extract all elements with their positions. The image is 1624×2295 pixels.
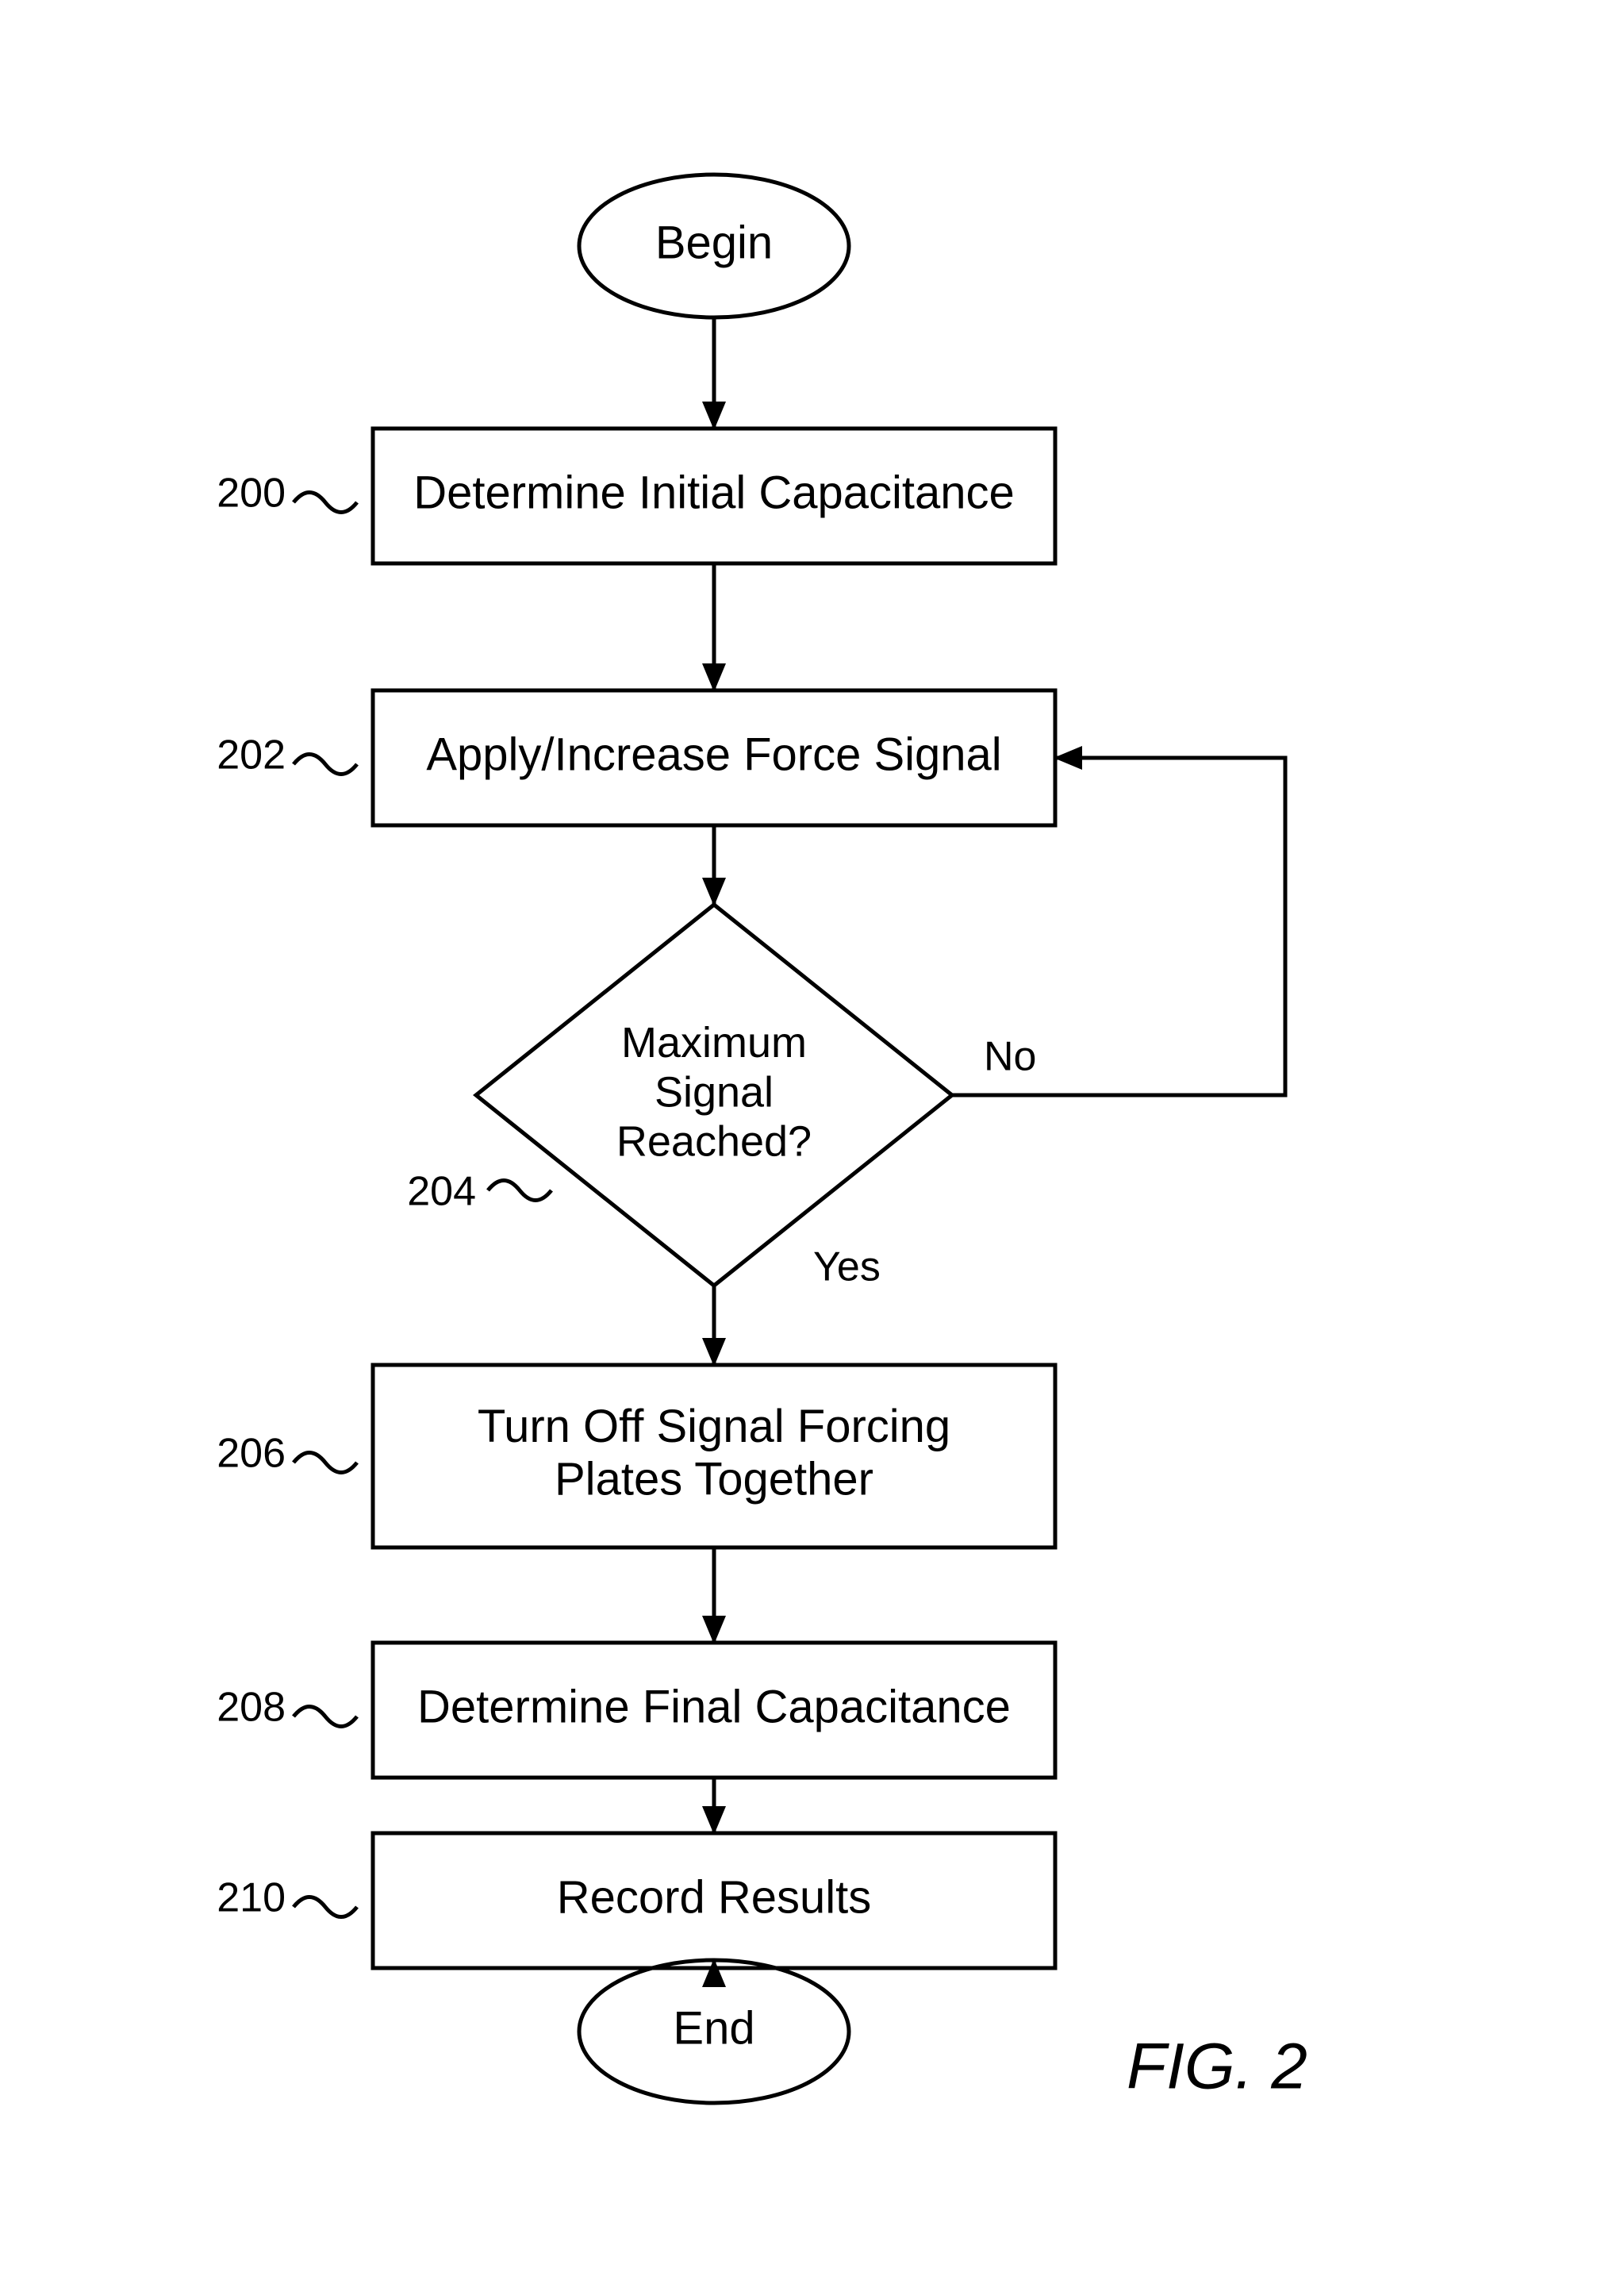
decision-204: MaximumSignalReached? 204 Yes No <box>407 905 1036 1290</box>
terminal-end: End <box>579 1960 849 2103</box>
ref-200: 200 <box>217 471 286 517</box>
decision-204-line1: Signal <box>655 1068 774 1116</box>
process-202: Apply/Increase Force Signal 202 <box>217 690 1055 825</box>
ref-connector-204 <box>488 1181 551 1201</box>
process-210-line0: Record Results <box>557 1871 871 1923</box>
ref-204: 204 <box>407 1169 476 1215</box>
process-206-line1: Plates Together <box>555 1454 873 1505</box>
process-210: Record Results 210 <box>217 1833 1055 1968</box>
terminal-begin-label: Begin <box>655 217 773 268</box>
process-206: Turn Off Signal ForcingPlates Together 20… <box>217 1365 1055 1547</box>
process-206-line0: Turn Off Signal Forcing <box>478 1401 950 1452</box>
decision-204-line0: Maximum <box>621 1019 807 1067</box>
ref-connector-208 <box>294 1707 357 1727</box>
ref-connector-200 <box>294 493 357 513</box>
decision-204-line2: Reached? <box>616 1117 812 1165</box>
ref-connector-206 <box>294 1453 357 1473</box>
process-200-line0: Determine Initial Capacitance <box>413 467 1015 518</box>
ref-208: 208 <box>217 1685 286 1731</box>
ref-206: 206 <box>217 1431 286 1477</box>
terminal-end-label: End <box>673 2002 754 2054</box>
ref-202: 202 <box>217 732 286 778</box>
decision-204-yes-label: Yes <box>813 1244 881 1290</box>
process-202-line0: Apply/Increase Force Signal <box>426 728 1001 780</box>
ref-210: 210 <box>217 1875 286 1921</box>
ref-connector-202 <box>294 755 357 775</box>
ref-connector-210 <box>294 1897 357 1917</box>
process-200: Determine Initial Capacitance 200 <box>217 429 1055 563</box>
decision-204-no-label: No <box>984 1034 1036 1080</box>
figure-label: FIG. 2 <box>1127 2031 1307 2103</box>
process-208-line0: Determine Final Capacitance <box>417 1681 1011 1732</box>
process-208: Determine Final Capacitance 208 <box>217 1643 1055 1778</box>
terminal-begin: Begin <box>579 175 849 317</box>
